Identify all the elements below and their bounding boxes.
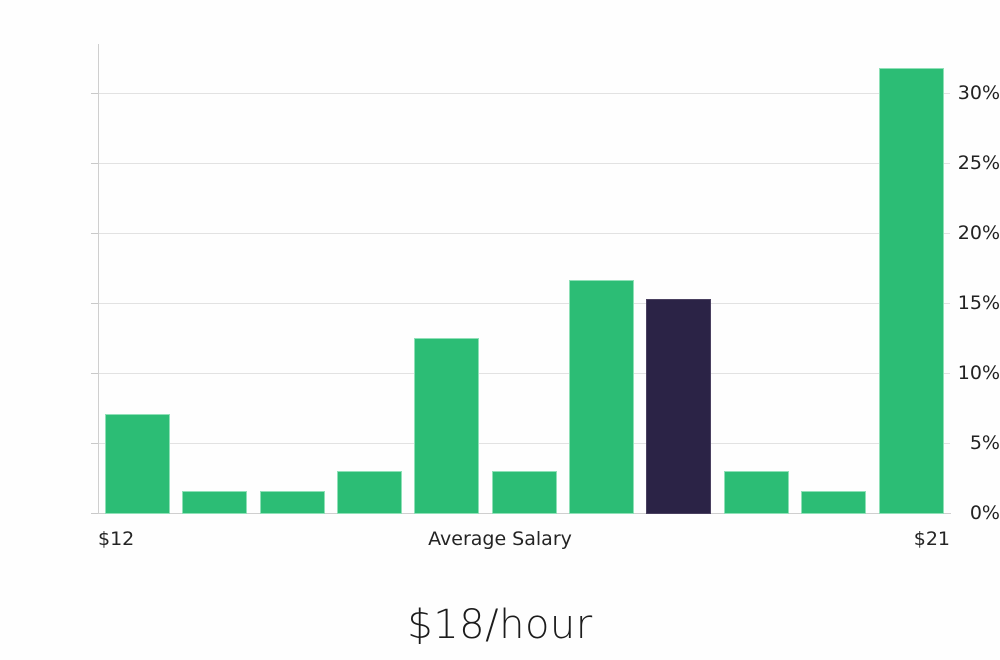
y-axis-line bbox=[98, 44, 99, 514]
y-axis-tick-label: 0% bbox=[969, 502, 1000, 524]
y-axis-tick-mark bbox=[91, 233, 98, 234]
gridline bbox=[98, 373, 950, 374]
bar[interactable] bbox=[725, 472, 788, 513]
y-axis-tick-mark bbox=[91, 443, 98, 444]
y-axis-tick-mark bbox=[91, 303, 98, 304]
y-axis-tick-label: 10% bbox=[957, 362, 1000, 384]
bar[interactable] bbox=[261, 492, 324, 513]
bar[interactable] bbox=[415, 339, 478, 513]
bar[interactable] bbox=[570, 281, 633, 513]
y-axis-tick-mark bbox=[91, 93, 98, 94]
x-axis-line bbox=[98, 513, 951, 514]
gridline bbox=[98, 93, 950, 94]
y-axis-tick-mark bbox=[91, 373, 98, 374]
gridline bbox=[98, 233, 950, 234]
y-axis-tick-label: 30% bbox=[957, 82, 1000, 104]
y-axis-tick-mark bbox=[91, 513, 98, 514]
y-axis-tick-label: 20% bbox=[957, 222, 1000, 244]
bar[interactable] bbox=[106, 415, 169, 513]
gridline bbox=[98, 163, 950, 164]
x-axis-label-min: $12 bbox=[98, 528, 135, 550]
y-axis-tick-label: 5% bbox=[969, 432, 1000, 454]
bar[interactable] bbox=[493, 472, 556, 513]
y-axis-tick-mark bbox=[91, 163, 98, 164]
bar[interactable] bbox=[880, 69, 943, 513]
y-axis-tick-label: 25% bbox=[957, 152, 1000, 174]
gridline bbox=[98, 303, 950, 304]
chart-caption: $18/hour bbox=[407, 602, 593, 648]
x-axis-label-max: $21 bbox=[913, 528, 950, 550]
bar[interactable] bbox=[802, 492, 865, 513]
bar-highlighted[interactable] bbox=[647, 300, 710, 513]
x-axis-title: Average Salary bbox=[428, 528, 572, 550]
bar[interactable] bbox=[338, 472, 401, 513]
bar[interactable] bbox=[183, 492, 246, 513]
y-axis-tick-label: 15% bbox=[957, 292, 1000, 314]
gridline bbox=[98, 443, 950, 444]
